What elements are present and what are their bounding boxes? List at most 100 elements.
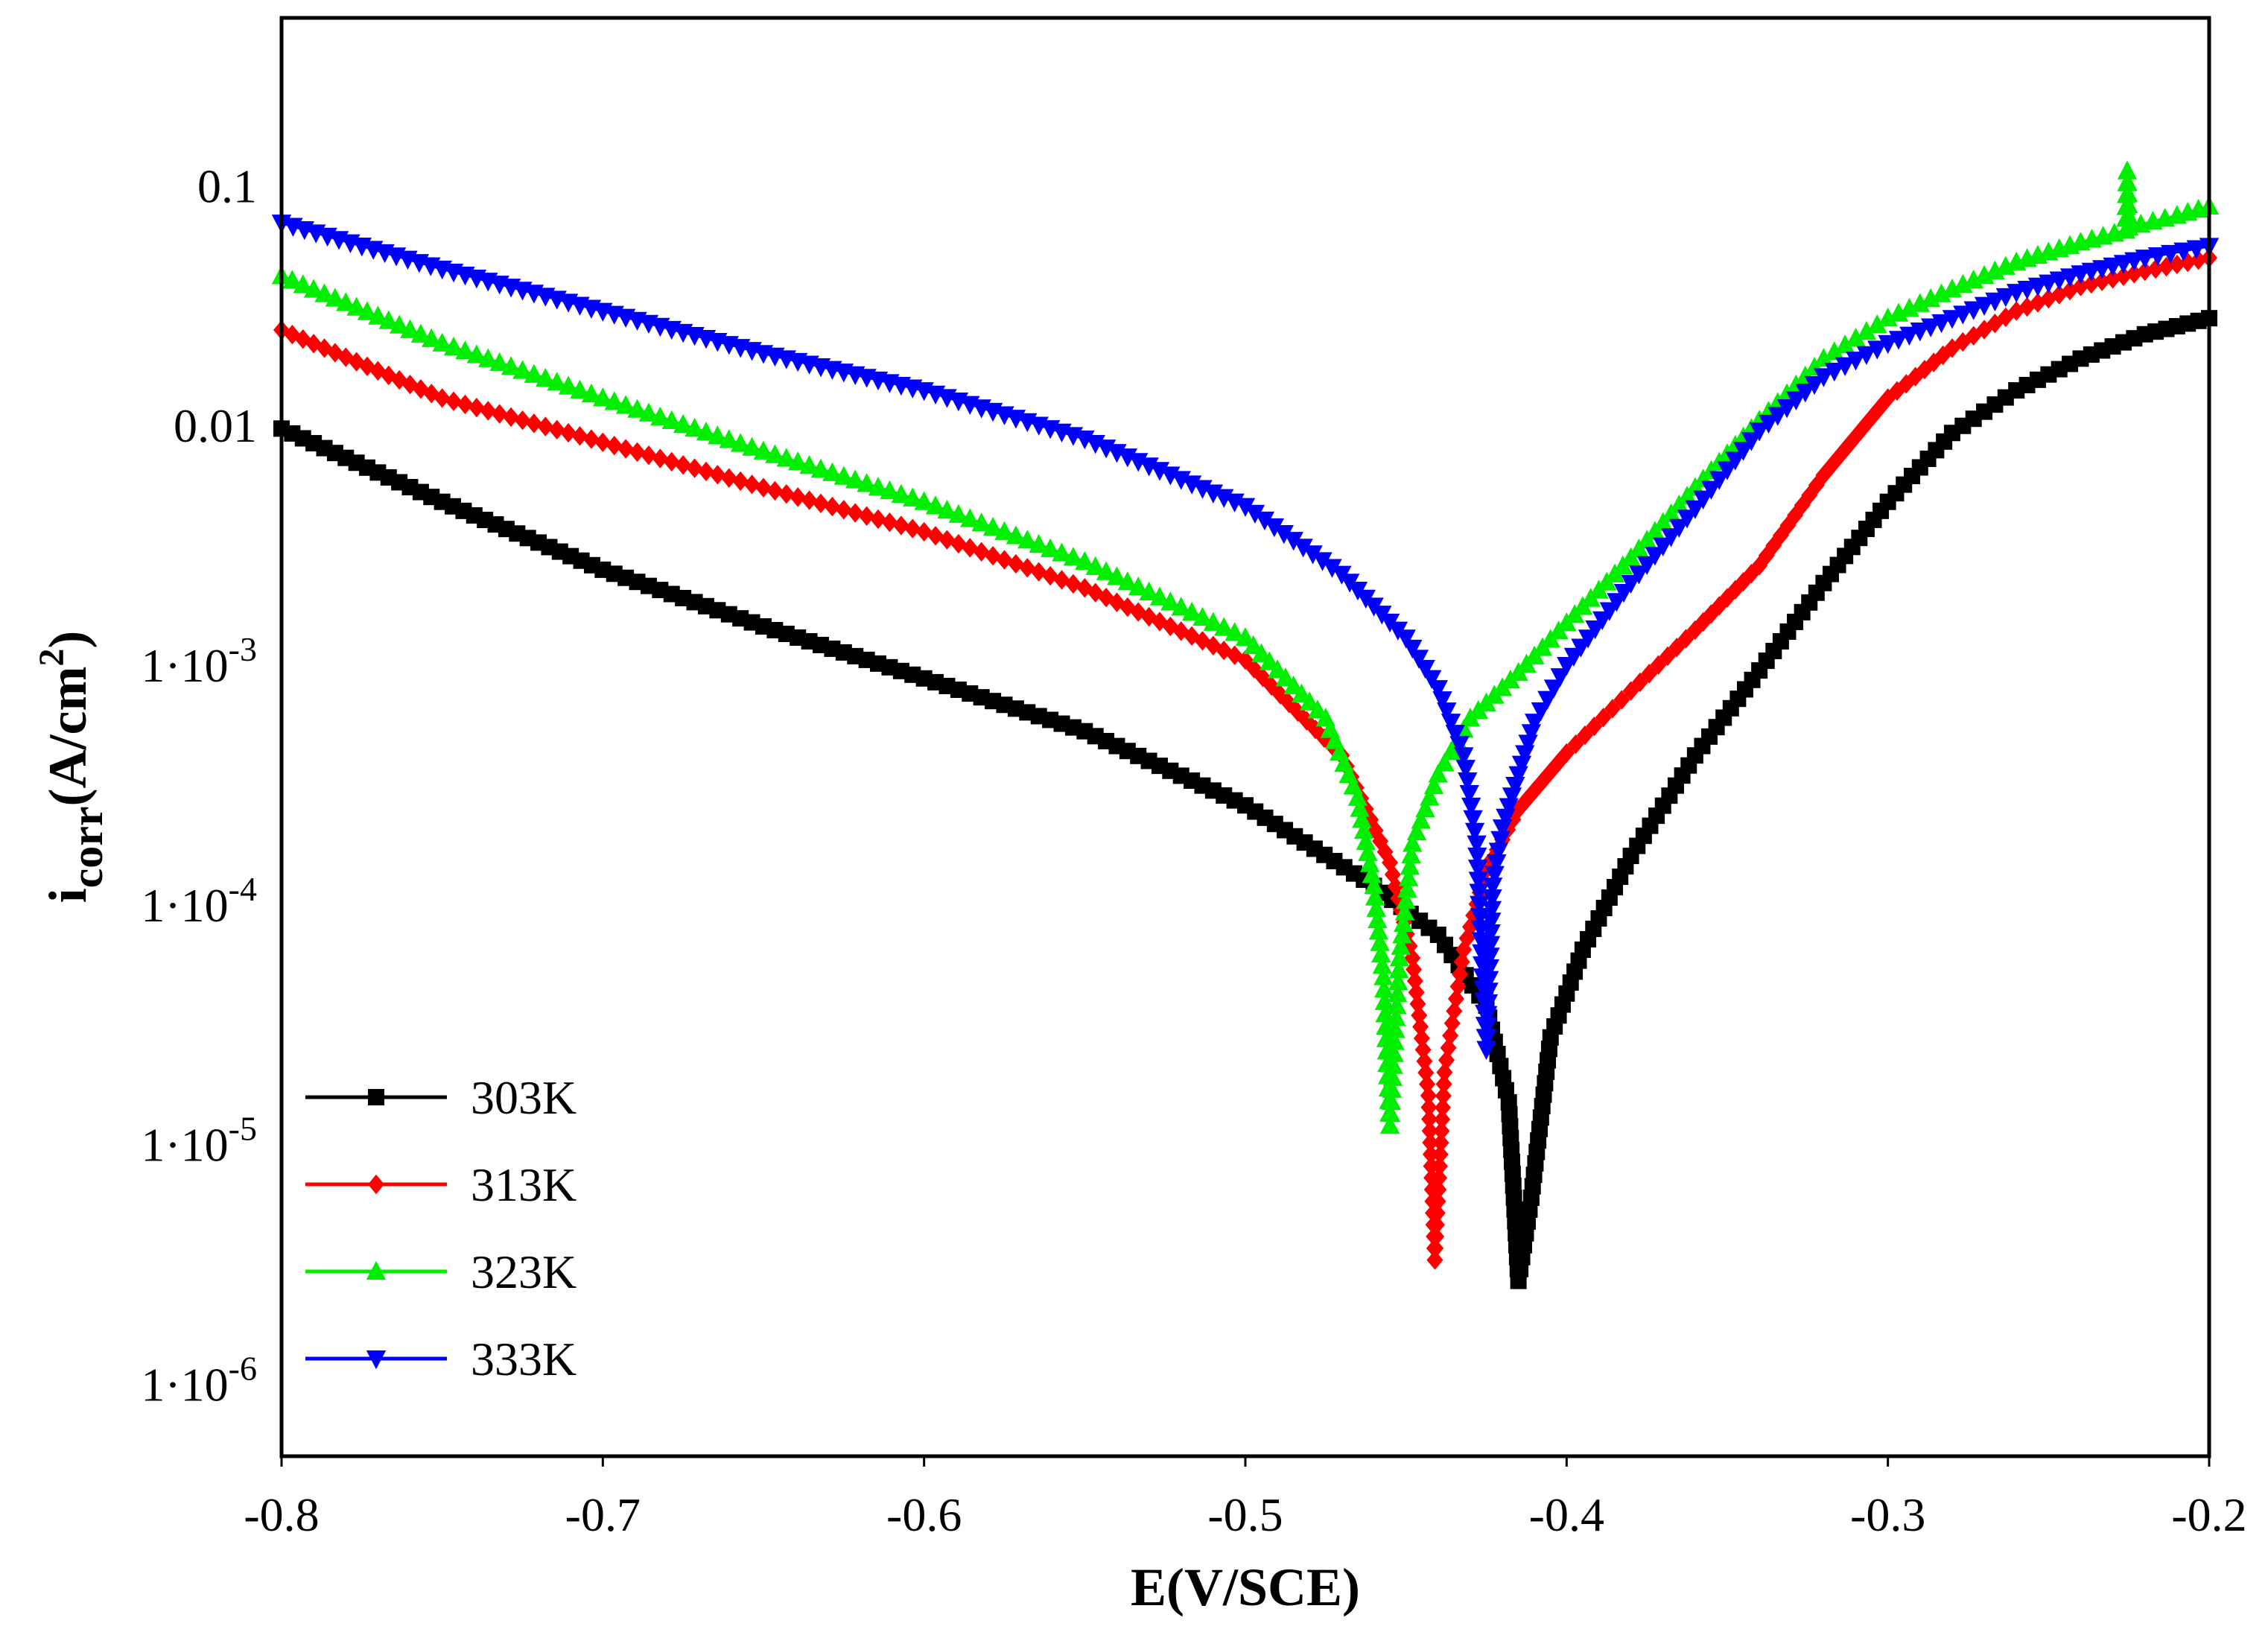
data-point xyxy=(663,451,680,472)
data-point xyxy=(1053,570,1070,590)
data-point xyxy=(1888,331,1909,350)
data-point xyxy=(719,429,739,448)
data-point xyxy=(790,487,807,507)
data-point xyxy=(2173,242,2194,261)
data-point xyxy=(422,328,442,347)
data-point xyxy=(1400,856,1420,875)
data-point xyxy=(1733,442,1753,461)
data-point xyxy=(1293,539,1313,558)
data-point xyxy=(1421,670,1442,689)
data-point xyxy=(1443,1013,1461,1034)
data-point xyxy=(1358,842,1378,861)
data-point xyxy=(1370,932,1390,951)
data-point xyxy=(2147,247,2168,267)
data-point xyxy=(1423,775,1444,795)
y-tick-label: 1·10-6 xyxy=(141,1349,257,1411)
data-point xyxy=(1436,1062,1453,1082)
data-point xyxy=(2168,254,2185,275)
data-point xyxy=(720,468,737,488)
y-tick-base: 0.1 xyxy=(197,159,257,212)
data-point xyxy=(1366,898,1386,917)
data-point xyxy=(2072,276,2089,296)
data-point xyxy=(1075,550,1095,571)
data-point xyxy=(1442,1026,1459,1046)
data-point xyxy=(1477,1017,1497,1037)
data-point xyxy=(982,516,1003,536)
data-point xyxy=(1814,368,1834,387)
legend-label: 313K xyxy=(471,1158,576,1211)
data-point xyxy=(1480,947,1500,967)
data-point xyxy=(696,422,717,441)
data-point xyxy=(325,288,346,307)
data-point xyxy=(847,503,864,523)
legend: 303K 313K 323K 333K xyxy=(305,1071,576,1385)
data-point xyxy=(1910,323,1930,342)
data-point xyxy=(1427,1238,1444,1259)
data-point xyxy=(1396,629,1416,649)
data-point xyxy=(1422,1132,1439,1153)
data-point xyxy=(1899,297,1919,317)
data-point xyxy=(1645,547,1665,566)
data-point xyxy=(457,394,474,415)
data-point xyxy=(822,462,842,481)
data-point xyxy=(1455,760,1476,779)
data-point xyxy=(1804,375,1825,396)
data-point xyxy=(1350,798,1370,817)
data-point xyxy=(1668,638,1686,658)
data-point xyxy=(868,477,889,496)
data-point xyxy=(1245,658,1262,679)
data-point xyxy=(1469,883,1489,903)
data-point xyxy=(629,442,646,463)
data-point xyxy=(1160,591,1181,611)
x-tick-label: -0.3 xyxy=(1850,1488,1925,1541)
data-point xyxy=(1374,991,1395,1010)
x-tick-label: -0.2 xyxy=(2171,1488,2246,1541)
data-point xyxy=(1432,1144,1449,1165)
data-point xyxy=(1621,574,1641,594)
data-point xyxy=(1476,1029,1497,1049)
data-point xyxy=(1453,952,1470,972)
data-point xyxy=(1677,629,1694,649)
data-point xyxy=(1420,787,1440,806)
data-point xyxy=(1172,621,1189,641)
data-point xyxy=(1405,959,1423,979)
data-point xyxy=(525,413,542,434)
data-point xyxy=(1415,798,1435,818)
data-point xyxy=(652,448,669,469)
data-point xyxy=(1403,833,1423,852)
data-point xyxy=(1372,955,1393,974)
data-point xyxy=(2126,264,2143,284)
data-point xyxy=(1040,538,1061,557)
data-point xyxy=(1108,592,1125,612)
data-point xyxy=(1119,597,1136,617)
data-point xyxy=(314,283,334,302)
data-point xyxy=(1423,1156,1440,1176)
data-point xyxy=(1203,612,1224,631)
data-point xyxy=(336,292,356,311)
data-point xyxy=(1263,676,1280,696)
data-point xyxy=(570,379,590,399)
data-point xyxy=(1878,334,1898,355)
data-point xyxy=(1586,717,1603,737)
data-point xyxy=(1871,398,1888,418)
data-point xyxy=(1397,878,1417,898)
data-point xyxy=(1751,556,1768,576)
data-point xyxy=(1415,659,1435,679)
data-point xyxy=(1063,547,1084,566)
series-333K xyxy=(271,215,2220,1060)
data-point xyxy=(1478,982,1499,1002)
data-point xyxy=(1709,471,1729,490)
y-tick-base: 1·10 xyxy=(141,1358,228,1411)
data-point xyxy=(880,480,900,500)
data-point xyxy=(1384,1043,1404,1062)
y-tick-base: 1·10 xyxy=(141,639,228,692)
data-point xyxy=(1408,650,1429,669)
data-point xyxy=(1264,518,1285,538)
data-point xyxy=(1776,399,1797,419)
data-point xyxy=(1224,622,1245,641)
data-point xyxy=(2147,258,2164,279)
data-point xyxy=(1184,626,1201,647)
data-point xyxy=(1595,708,1612,728)
data-point xyxy=(858,506,875,526)
data-point xyxy=(560,422,577,443)
